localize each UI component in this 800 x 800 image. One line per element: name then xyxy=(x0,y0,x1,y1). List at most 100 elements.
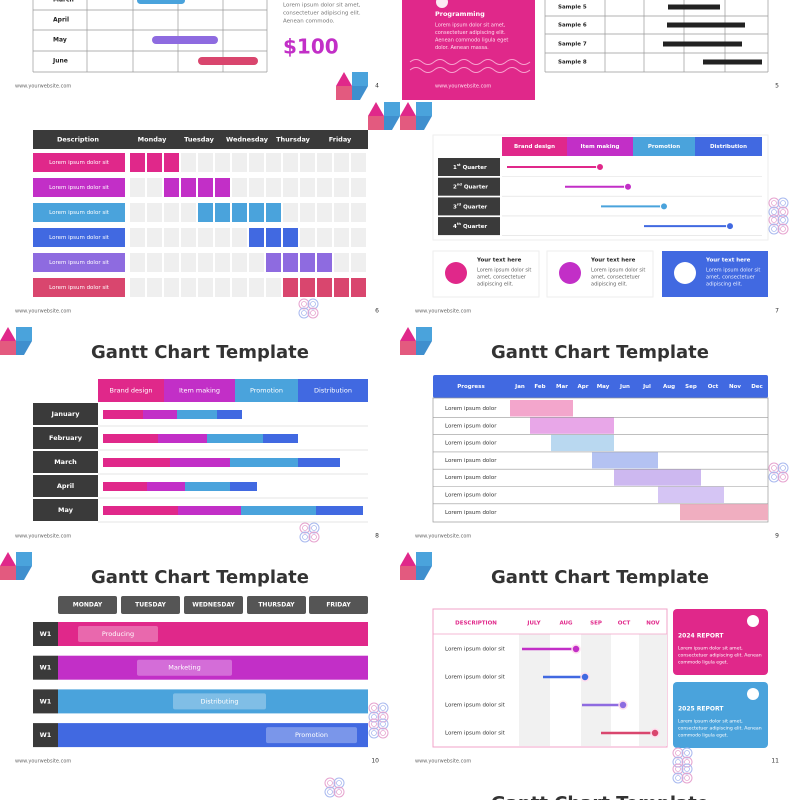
cell xyxy=(147,153,162,172)
column-header: Distribution xyxy=(314,387,352,395)
card-icon xyxy=(445,262,467,284)
row-label-box xyxy=(33,178,125,197)
stacked-bar xyxy=(158,434,207,443)
deco-circle xyxy=(771,226,777,232)
logo xyxy=(416,102,432,116)
deco-circle xyxy=(771,200,777,206)
row-label: Lorem ipsum dolor xyxy=(445,458,497,464)
stacked-bar xyxy=(316,506,363,515)
card-text: consectetuer adipiscing elit. Aenean xyxy=(678,653,762,659)
logo xyxy=(16,327,32,341)
column-header: Tuesday xyxy=(184,136,214,144)
cell xyxy=(283,178,298,197)
ordinal: 2 xyxy=(453,184,457,190)
cell xyxy=(130,278,145,297)
cell xyxy=(266,278,281,297)
paragraph: Aenean commodo. xyxy=(283,19,335,25)
cell xyxy=(164,203,179,222)
column-header: Sep xyxy=(685,384,697,390)
timeline-dot xyxy=(596,163,604,171)
deco-circle xyxy=(681,747,693,759)
day-button xyxy=(309,596,368,614)
header-cell xyxy=(502,137,567,156)
card-text: adipiscing elit. xyxy=(477,282,514,288)
row-label: Lorem ipsum dolor sit xyxy=(445,731,506,737)
stacked-bar xyxy=(230,458,298,467)
row-label-box xyxy=(33,253,125,272)
cell xyxy=(147,253,162,272)
week-label: W1 xyxy=(40,664,52,672)
header-cell xyxy=(235,379,298,402)
column-header: Brand design xyxy=(514,144,555,150)
deco-circle xyxy=(672,763,684,775)
website: www.yourwebsite.com xyxy=(415,534,471,540)
stacked-bar xyxy=(217,410,242,419)
deco-circle xyxy=(311,525,317,531)
row-label-box xyxy=(33,228,125,247)
ordinal-suffix: st xyxy=(457,163,461,167)
deco-circle xyxy=(302,534,308,540)
cell xyxy=(164,253,179,272)
deco-circle xyxy=(777,462,789,474)
deco-circle xyxy=(771,217,777,223)
wave xyxy=(409,67,531,73)
deco-circle xyxy=(768,206,780,218)
cell xyxy=(198,228,213,247)
page-number: 9 xyxy=(775,533,779,540)
ordinal-suffix: rd xyxy=(457,202,462,206)
stacked-bar xyxy=(170,458,230,467)
stacked-bar xyxy=(298,458,340,467)
page-number: 5 xyxy=(775,83,779,90)
cell xyxy=(334,203,349,222)
cell xyxy=(351,203,366,222)
row-label: Lorem ipsum dolor sit xyxy=(49,210,110,216)
paragraph: Lorem ipsum dolor sit amet, xyxy=(283,3,361,9)
column-header: Brand design xyxy=(110,387,153,395)
logo xyxy=(16,552,32,566)
card-text: adipiscing elit. xyxy=(706,282,743,288)
cell xyxy=(215,228,230,247)
task-label: Promotion xyxy=(295,731,328,739)
website: www.yourwebsite.com xyxy=(15,534,71,540)
stacked-bar xyxy=(177,410,217,419)
column-header: Progress xyxy=(457,384,485,390)
row-label: Sample 8 xyxy=(558,60,587,66)
cell xyxy=(266,228,281,247)
row-label: April xyxy=(53,17,69,24)
cell xyxy=(130,178,145,197)
day-button xyxy=(58,596,117,614)
logo xyxy=(416,552,432,566)
cell xyxy=(181,203,196,222)
cell xyxy=(317,253,332,272)
row-label: 2nd Quarter xyxy=(453,183,488,191)
logo xyxy=(0,341,16,355)
slide-title: Gantt Chart Template xyxy=(491,793,709,800)
column-header: OCT xyxy=(618,621,631,627)
row-label-box xyxy=(33,153,125,172)
card-title: Your text here xyxy=(705,258,751,264)
deco-circle xyxy=(768,214,780,226)
cell xyxy=(300,253,315,272)
deco-circle xyxy=(768,223,780,235)
cell xyxy=(300,278,315,297)
deco-circle xyxy=(675,775,681,781)
website: www.yourwebsite.com xyxy=(15,309,71,315)
stacked-bar xyxy=(147,482,185,491)
row-label: Sample 7 xyxy=(558,42,587,48)
wave xyxy=(409,59,531,65)
day-button xyxy=(121,596,180,614)
row-label: Sample 6 xyxy=(558,23,587,29)
column-header: Description xyxy=(57,136,99,144)
deco-circle xyxy=(672,772,684,784)
week-box xyxy=(33,723,58,748)
website: www.yourwebsite.com xyxy=(415,759,471,765)
cell xyxy=(300,178,315,197)
card-text: amet, consectetuer xyxy=(706,275,756,281)
week-label: W1 xyxy=(40,731,52,739)
row-label-text: Quarter xyxy=(463,224,487,230)
card-text: commodo ligula eget. xyxy=(678,733,728,739)
page-number: 6 xyxy=(375,308,379,315)
logo xyxy=(352,86,368,100)
price: $100 xyxy=(283,35,339,59)
column-shade xyxy=(519,634,550,746)
